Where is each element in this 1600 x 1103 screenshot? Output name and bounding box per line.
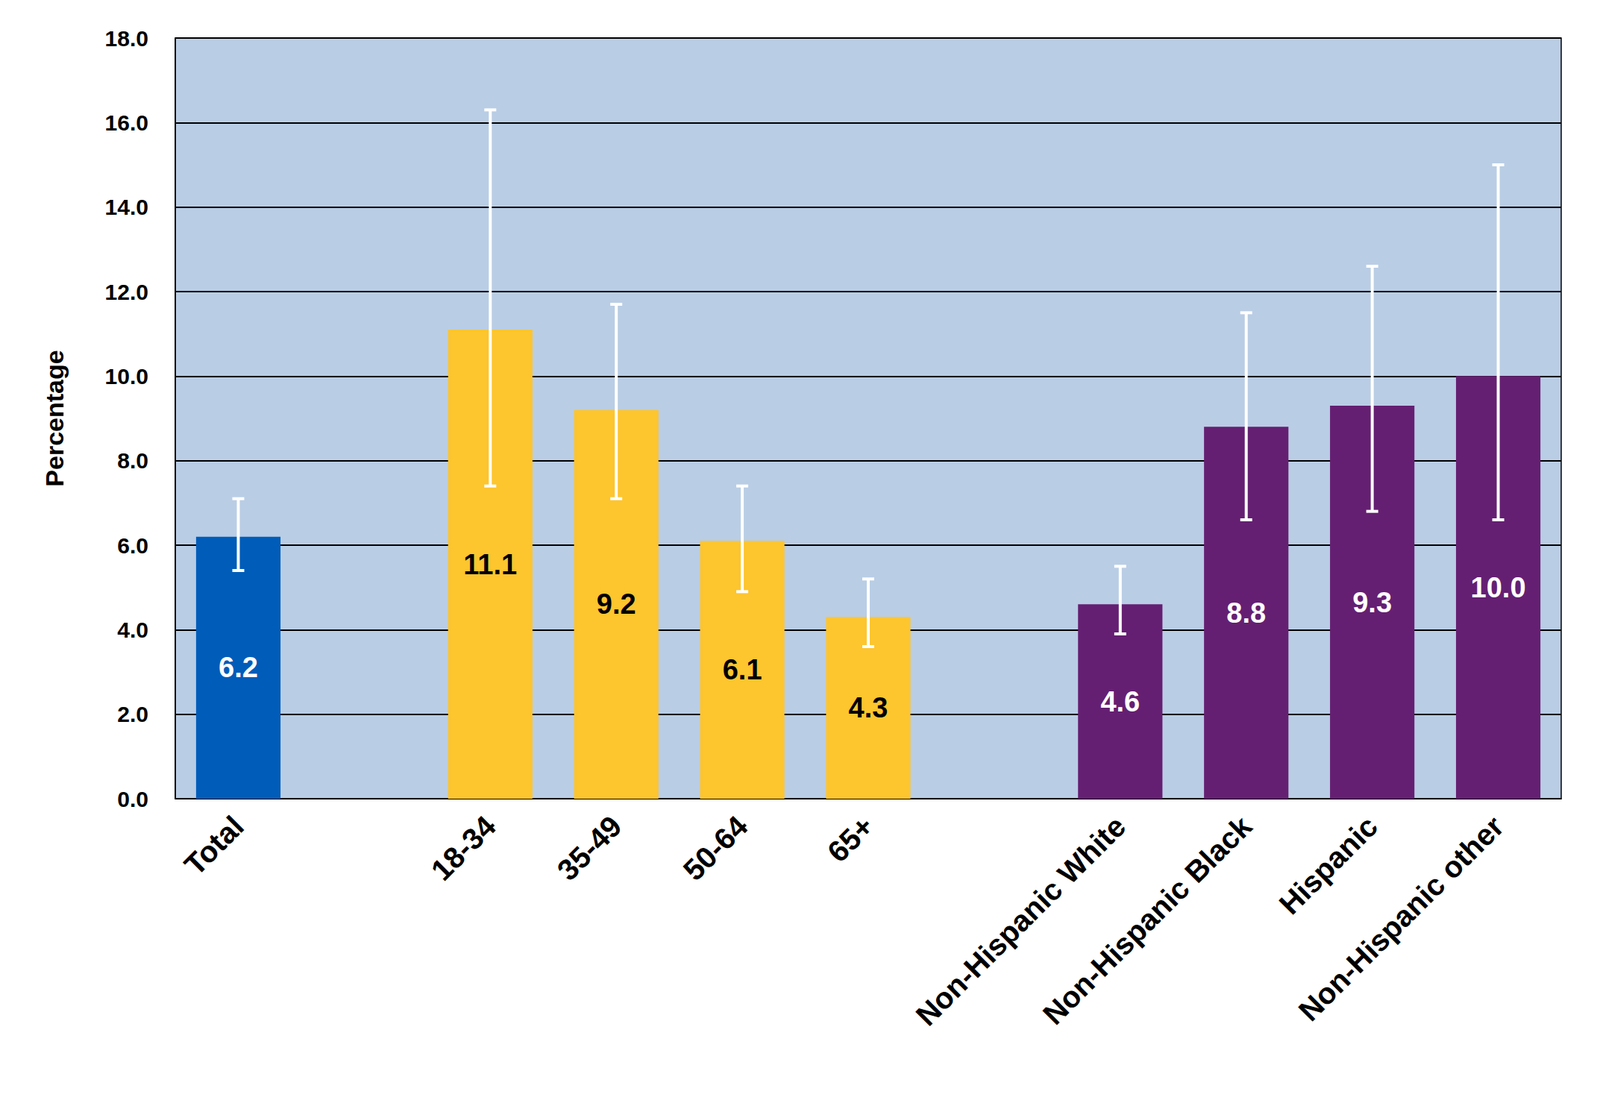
svg-text:14.0: 14.0 <box>105 194 149 220</box>
svg-text:6.1: 6.1 <box>722 654 763 686</box>
svg-text:4.6: 4.6 <box>1100 686 1140 718</box>
svg-text:Non-Hispanic Black: Non-Hispanic Black <box>1036 809 1259 1031</box>
svg-text:50-64: 50-64 <box>676 809 755 887</box>
svg-text:35-49: 35-49 <box>550 809 628 887</box>
svg-text:Total: Total <box>177 809 250 882</box>
svg-text:9.3: 9.3 <box>1352 587 1392 619</box>
svg-text:4.3: 4.3 <box>848 692 889 724</box>
svg-text:6.0: 6.0 <box>117 533 149 558</box>
svg-text:0.0: 0.0 <box>117 786 149 812</box>
svg-text:Non-Hispanic White: Non-Hispanic White <box>909 809 1132 1032</box>
svg-text:2.0: 2.0 <box>117 701 149 727</box>
svg-text:Non-Hispanic other: Non-Hispanic other <box>1291 809 1510 1028</box>
svg-text:12.0: 12.0 <box>105 279 149 305</box>
svg-text:10.0: 10.0 <box>105 364 149 389</box>
svg-text:18.0: 18.0 <box>105 26 149 51</box>
svg-text:8.0: 8.0 <box>117 448 149 473</box>
svg-text:65+: 65+ <box>820 809 880 869</box>
svg-text:6.2: 6.2 <box>218 651 259 684</box>
svg-text:8.8: 8.8 <box>1226 597 1266 629</box>
svg-text:18-34: 18-34 <box>424 809 503 887</box>
svg-text:11.1: 11.1 <box>463 548 517 581</box>
svg-text:16.0: 16.0 <box>105 110 149 136</box>
svg-text:10.0: 10.0 <box>1470 572 1527 604</box>
svg-text:4.0: 4.0 <box>117 617 149 643</box>
svg-text:9.2: 9.2 <box>596 588 637 620</box>
svg-text:Hispanic: Hispanic <box>1272 809 1384 921</box>
svg-text:Percentage: Percentage <box>40 349 69 487</box>
